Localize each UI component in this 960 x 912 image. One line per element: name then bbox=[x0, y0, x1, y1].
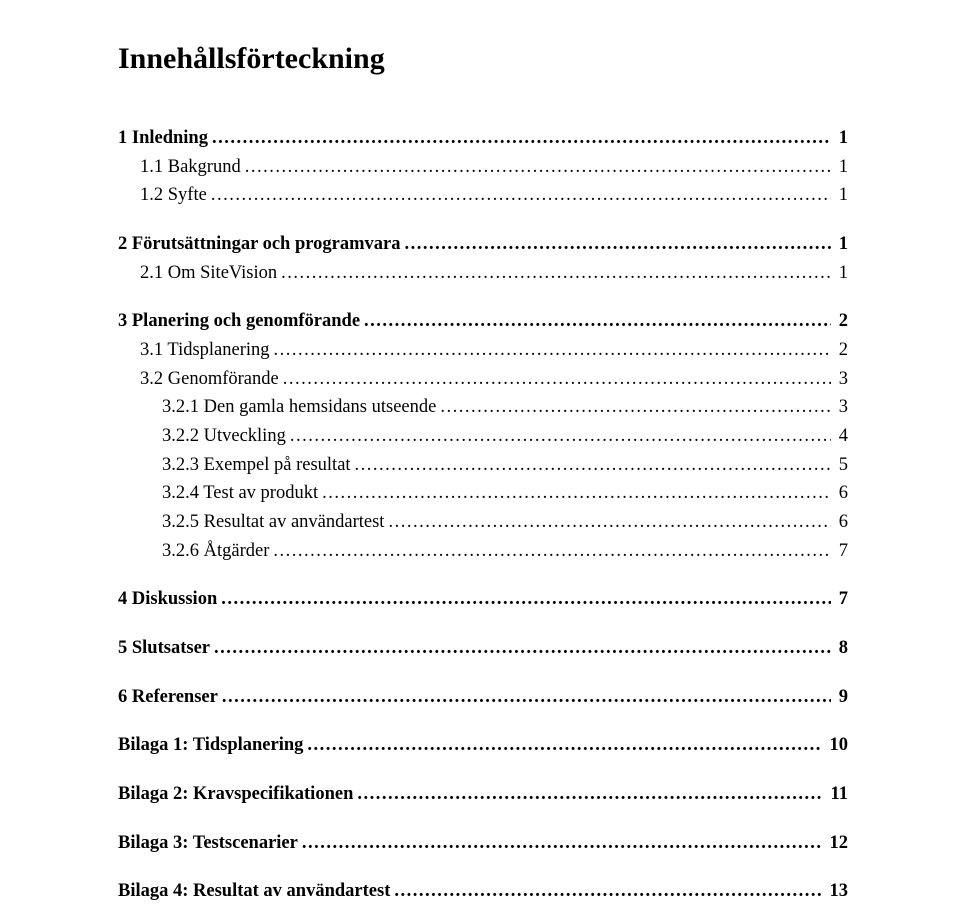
toc-entry-page: 10 bbox=[826, 731, 849, 760]
toc-list: 1 Inledning11.1 Bakgrund11.2 Syfte12 För… bbox=[118, 124, 848, 906]
toc-entry-page: 1 bbox=[835, 230, 848, 259]
toc-entry: 3.1 Tidsplanering 2 bbox=[118, 336, 848, 365]
toc-entry-label: Bilaga 3: Testscenarier bbox=[118, 829, 298, 858]
page-title: Innehållsförteckning bbox=[118, 42, 848, 76]
toc-entry: Bilaga 1: Tidsplanering 10 bbox=[118, 731, 848, 760]
toc-entry: 3.2.6 Åtgärder 7 bbox=[118, 537, 848, 566]
toc-entry-page: 5 bbox=[835, 451, 848, 480]
toc-entry-leader bbox=[273, 537, 830, 566]
toc-entry-label: 3.2 Genomförande bbox=[140, 365, 279, 394]
toc-entry-leader bbox=[388, 508, 830, 537]
toc-entry-label: 2.1 Om SiteVision bbox=[140, 259, 277, 288]
toc-entry-leader bbox=[221, 585, 831, 614]
toc-entry-label: Bilaga 1: Tidsplanering bbox=[118, 731, 303, 760]
toc-entry: 3.2.5 Resultat av användartest 6 bbox=[118, 508, 848, 537]
toc-entry-page: 6 bbox=[835, 508, 848, 537]
toc-entry-leader bbox=[283, 365, 831, 394]
toc-entry: 3.2 Genomförande 3 bbox=[118, 365, 848, 394]
toc-entry-label: 1 Inledning bbox=[118, 124, 208, 153]
toc-entry-leader bbox=[302, 829, 822, 858]
toc-entry: 5 Slutsatser 8 bbox=[118, 634, 848, 663]
toc-entry: 3 Planering och genomförande 2 bbox=[118, 307, 848, 336]
toc-entry-leader bbox=[394, 877, 821, 906]
toc-entry: 2 Förutsättningar och programvara 1 bbox=[118, 230, 848, 259]
toc-entry-label: 3.1 Tidsplanering bbox=[140, 336, 270, 365]
toc-entry: 2.1 Om SiteVision 1 bbox=[118, 259, 848, 288]
toc-entry: 3.2.2 Utveckling 4 bbox=[118, 422, 848, 451]
toc-entry-leader bbox=[307, 731, 821, 760]
toc-entry-leader bbox=[214, 634, 831, 663]
toc-entry-label: 3 Planering och genomförande bbox=[118, 307, 360, 336]
toc-entry-leader bbox=[245, 153, 831, 182]
toc-entry-leader bbox=[355, 451, 831, 480]
toc-entry-page: 13 bbox=[826, 877, 849, 906]
toc-entry: 1.1 Bakgrund 1 bbox=[118, 153, 848, 182]
toc-entry-leader bbox=[212, 124, 831, 153]
toc-entry-label: 3.2.1 Den gamla hemsidans utseende bbox=[162, 393, 436, 422]
toc-entry: 1.2 Syfte 1 bbox=[118, 181, 848, 210]
toc-entry-leader bbox=[290, 422, 831, 451]
toc-entry-page: 12 bbox=[826, 829, 849, 858]
toc-entry-label: 3.2.5 Resultat av användartest bbox=[162, 508, 384, 537]
toc-entry-label: 3.2.6 Åtgärder bbox=[162, 537, 269, 566]
toc-entry-page: 1 bbox=[835, 153, 848, 182]
toc-entry: Bilaga 4: Resultat av användartest 13 bbox=[118, 877, 848, 906]
toc-entry-page: 9 bbox=[835, 683, 848, 712]
toc-entry-page: 2 bbox=[835, 307, 848, 336]
toc-entry-page: 3 bbox=[835, 393, 848, 422]
toc-entry-label: 1.2 Syfte bbox=[140, 181, 207, 210]
toc-entry: 6 Referenser 9 bbox=[118, 683, 848, 712]
toc-entry: Bilaga 3: Testscenarier 12 bbox=[118, 829, 848, 858]
toc-entry-page: 6 bbox=[835, 479, 848, 508]
toc-entry: 3.2.4 Test av produkt 6 bbox=[118, 479, 848, 508]
toc-entry-label: 4 Diskussion bbox=[118, 585, 217, 614]
toc-entry-leader bbox=[364, 307, 831, 336]
toc-entry-leader bbox=[357, 780, 822, 809]
toc-entry-leader bbox=[211, 181, 831, 210]
toc-entry-page: 8 bbox=[835, 634, 848, 663]
toc-entry-leader bbox=[281, 259, 831, 288]
toc-entry-page: 7 bbox=[835, 537, 848, 566]
toc-page: Innehållsförteckning 1 Inledning11.1 Bak… bbox=[0, 0, 960, 906]
toc-entry-label: 3.2.3 Exempel på resultat bbox=[162, 451, 351, 480]
toc-entry-page: 3 bbox=[835, 365, 848, 394]
toc-entry-label: Bilaga 4: Resultat av användartest bbox=[118, 877, 390, 906]
toc-entry: 4 Diskussion 7 bbox=[118, 585, 848, 614]
toc-entry-leader bbox=[274, 336, 831, 365]
toc-entry: Bilaga 2: Kravspecifikationen 11 bbox=[118, 780, 848, 809]
toc-entry-label: 3.2.2 Utveckling bbox=[162, 422, 286, 451]
toc-entry: 3.2.1 Den gamla hemsidans utseende 3 bbox=[118, 393, 848, 422]
toc-entry-label: 6 Referenser bbox=[118, 683, 218, 712]
toc-entry: 3.2.3 Exempel på resultat 5 bbox=[118, 451, 848, 480]
toc-entry-page: 1 bbox=[835, 181, 848, 210]
toc-entry-label: 5 Slutsatser bbox=[118, 634, 210, 663]
toc-entry-page: 1 bbox=[835, 259, 848, 288]
toc-entry: 1 Inledning 1 bbox=[118, 124, 848, 153]
toc-entry-leader bbox=[322, 479, 831, 508]
toc-entry-label: 2 Förutsättningar och programvara bbox=[118, 230, 400, 259]
toc-entry-label: 3.2.4 Test av produkt bbox=[162, 479, 318, 508]
toc-entry-page: 4 bbox=[835, 422, 848, 451]
toc-entry-leader bbox=[222, 683, 831, 712]
toc-entry-leader bbox=[404, 230, 830, 259]
toc-entry-label: 1.1 Bakgrund bbox=[140, 153, 241, 182]
toc-entry-page: 2 bbox=[835, 336, 848, 365]
toc-entry-leader bbox=[440, 393, 830, 422]
toc-entry-page: 11 bbox=[827, 780, 848, 809]
toc-entry-page: 7 bbox=[835, 585, 848, 614]
toc-entry-page: 1 bbox=[835, 124, 848, 153]
toc-entry-label: Bilaga 2: Kravspecifikationen bbox=[118, 780, 353, 809]
